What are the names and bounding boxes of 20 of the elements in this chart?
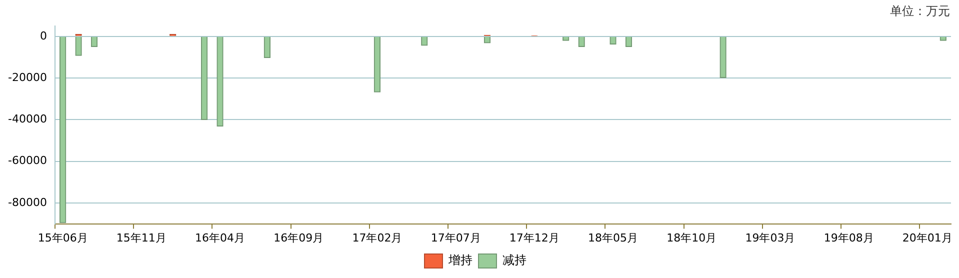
x-tick-label: 18年05月	[588, 231, 638, 244]
x-tick-label: 15年11月	[116, 231, 166, 244]
x-tick-label: 20年01月	[902, 231, 952, 244]
y-tick-label: -60000	[8, 154, 47, 168]
x-tick-label: 16年09月	[274, 231, 324, 244]
y-tick-label: -40000	[8, 112, 47, 126]
y-tick-label: -20000	[8, 70, 47, 84]
text: 单位：万元	[890, 4, 950, 18]
y-tick-label: -80000	[8, 196, 47, 209]
x-tick-label: 15年06月	[38, 231, 88, 244]
y-tick-label: 0	[40, 29, 47, 42]
x-tick-label: 17年07月	[430, 231, 481, 244]
x-tick-label: 16年04月	[195, 231, 246, 244]
x-tick-label: 17年12月	[509, 231, 560, 244]
x-tick-label: 17年02月	[352, 231, 402, 244]
x-tick-label: 18年10月	[666, 231, 717, 244]
x-tick-label: 19年03月	[745, 231, 796, 244]
legend-label: 减持	[502, 253, 526, 268]
legend-label: 增持	[448, 253, 472, 268]
x-tick-label: 19年08月	[824, 231, 874, 244]
